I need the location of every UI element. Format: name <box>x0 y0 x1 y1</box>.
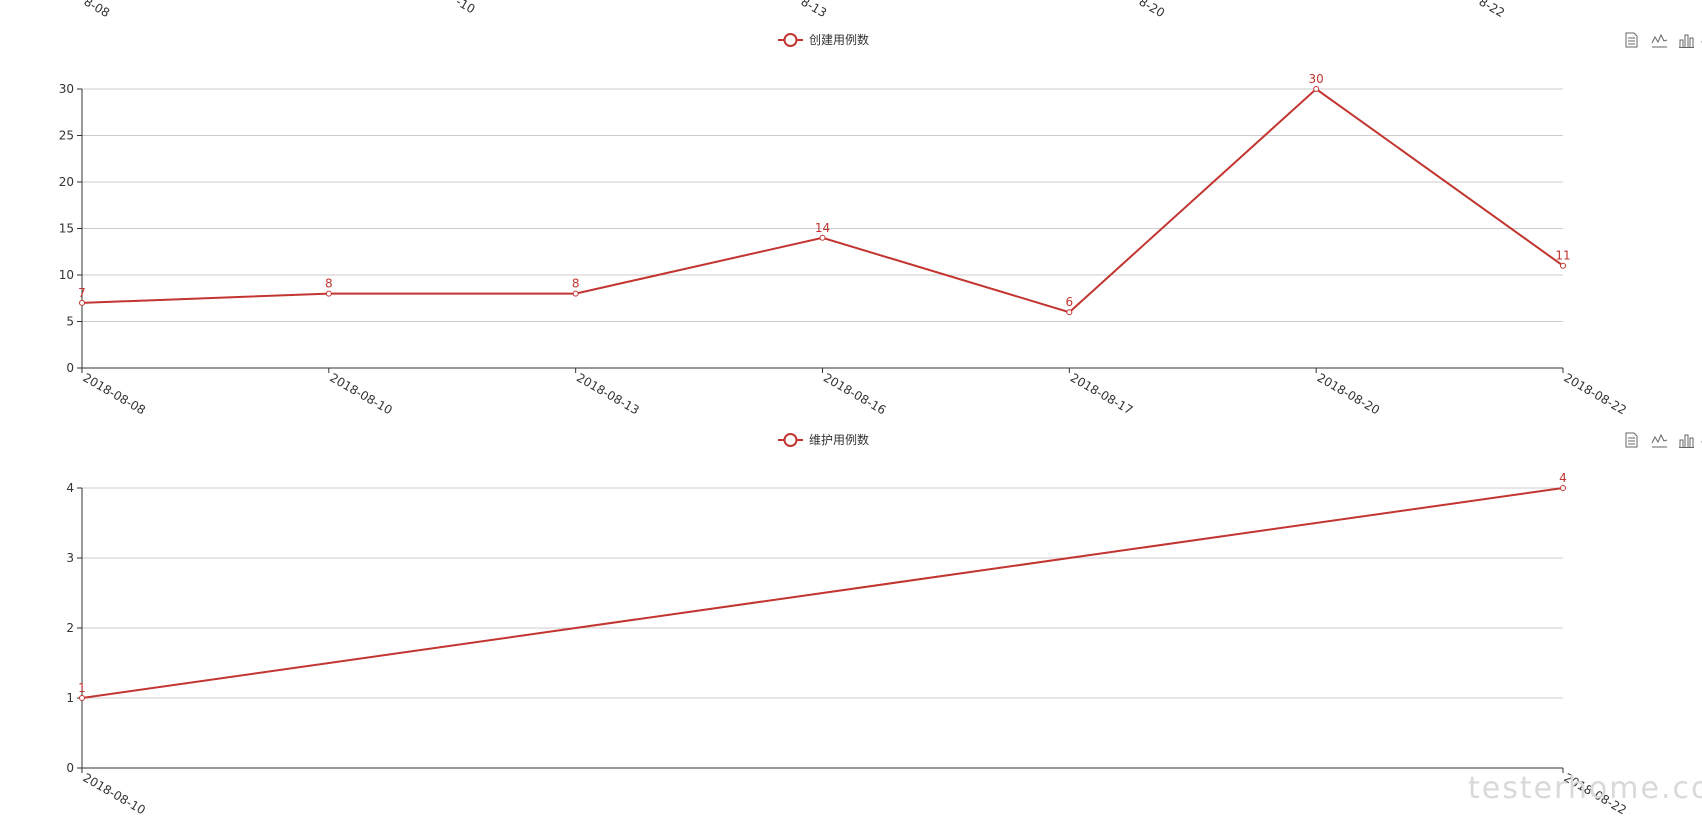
series-line <box>81 487 1564 699</box>
x-tick-label: 2018-08-10 <box>81 770 148 817</box>
data-label: 11 <box>1555 249 1570 263</box>
line-glyph <box>1651 433 1668 448</box>
legend-symbol <box>783 433 798 447</box>
y-tick-label: 0 <box>66 761 74 775</box>
data-label: 6 <box>1066 295 1074 309</box>
y-tick-label: 2 <box>66 621 74 635</box>
data-point[interactable] <box>1560 485 1566 491</box>
data-label: 4 <box>1559 471 1567 485</box>
data-point[interactable] <box>572 290 579 297</box>
y-tick-label: 30 <box>59 82 74 96</box>
x-tick-label: 2018-08-08 <box>81 370 148 417</box>
bar-glyph <box>1679 434 1694 448</box>
y-tick-label: 20 <box>59 175 74 189</box>
data-label: 8 <box>572 277 580 291</box>
line-chart-icon[interactable] <box>1651 433 1668 448</box>
data-point[interactable] <box>1560 262 1566 269</box>
data-point[interactable] <box>79 695 85 701</box>
data-point[interactable] <box>79 299 85 306</box>
line-chart-1: 创建用例数 0 5 10 15 20 25 30 2018-08-08 2018-08-10 201… <box>59 32 1702 417</box>
x-tick-label: 2018-08-13 <box>574 370 641 417</box>
data-view-icon[interactable] <box>1625 32 1638 48</box>
y-tick-label: 1 <box>66 691 74 705</box>
data-point[interactable] <box>819 234 826 241</box>
data-view-glyph <box>1625 432 1638 448</box>
y-tick-label: 10 <box>59 268 74 282</box>
y-tick-label: 4 <box>66 481 74 495</box>
x-tick-label: 2018-08-17 <box>1068 370 1135 417</box>
legend[interactable]: 创建用例数 <box>778 32 869 47</box>
clipped-x-tick-label: 8-13 <box>799 0 830 20</box>
y-tick-label: 5 <box>66 315 74 329</box>
legend-label: 创建用例数 <box>809 32 869 47</box>
toolbox <box>1625 432 1702 448</box>
data-label: 14 <box>815 221 830 235</box>
data-point[interactable] <box>1066 309 1073 316</box>
y-tick-label: 0 <box>66 361 74 375</box>
toolbox <box>1625 32 1702 48</box>
series-line <box>81 87 1564 314</box>
data-view-icon[interactable] <box>1625 432 1638 448</box>
line-glyph <box>1651 33 1668 48</box>
watermark-text: testerhome.com <box>1468 771 1702 806</box>
data-view-glyph <box>1625 32 1638 48</box>
data-label: 1 <box>78 681 86 695</box>
bar-glyph <box>1679 34 1694 48</box>
clipped-x-tick-label: -10 <box>454 0 478 16</box>
data-label: 8 <box>325 277 333 291</box>
x-tick-label: 2018-08-16 <box>821 370 888 417</box>
y-tick-label: 25 <box>59 129 74 143</box>
legend[interactable]: 维护用例数 <box>778 432 869 447</box>
x-tick-label: 2018-08-22 <box>1562 370 1629 417</box>
bar-chart-icon[interactable] <box>1679 34 1694 48</box>
x-tick-label: 2018-08-20 <box>1315 370 1382 417</box>
y-tick-label: 15 <box>59 222 74 236</box>
data-point[interactable] <box>325 290 332 297</box>
legend-symbol <box>783 33 798 47</box>
data-point[interactable] <box>1313 86 1320 92</box>
legend-label: 维护用例数 <box>809 432 869 447</box>
data-label: 30 <box>1309 72 1324 86</box>
bar-chart-icon[interactable] <box>1679 434 1694 448</box>
line-chart-icon[interactable] <box>1651 33 1668 48</box>
data-label: 7 <box>78 286 86 300</box>
clipped-x-tick-label: 8-20 <box>1137 0 1168 20</box>
clipped-x-tick-label: 8-08 <box>82 0 113 20</box>
x-tick-label: 2018-08-10 <box>327 370 394 417</box>
clipped-x-tick-label: 8-22 <box>1477 0 1508 20</box>
y-tick-label: 3 <box>66 551 74 565</box>
